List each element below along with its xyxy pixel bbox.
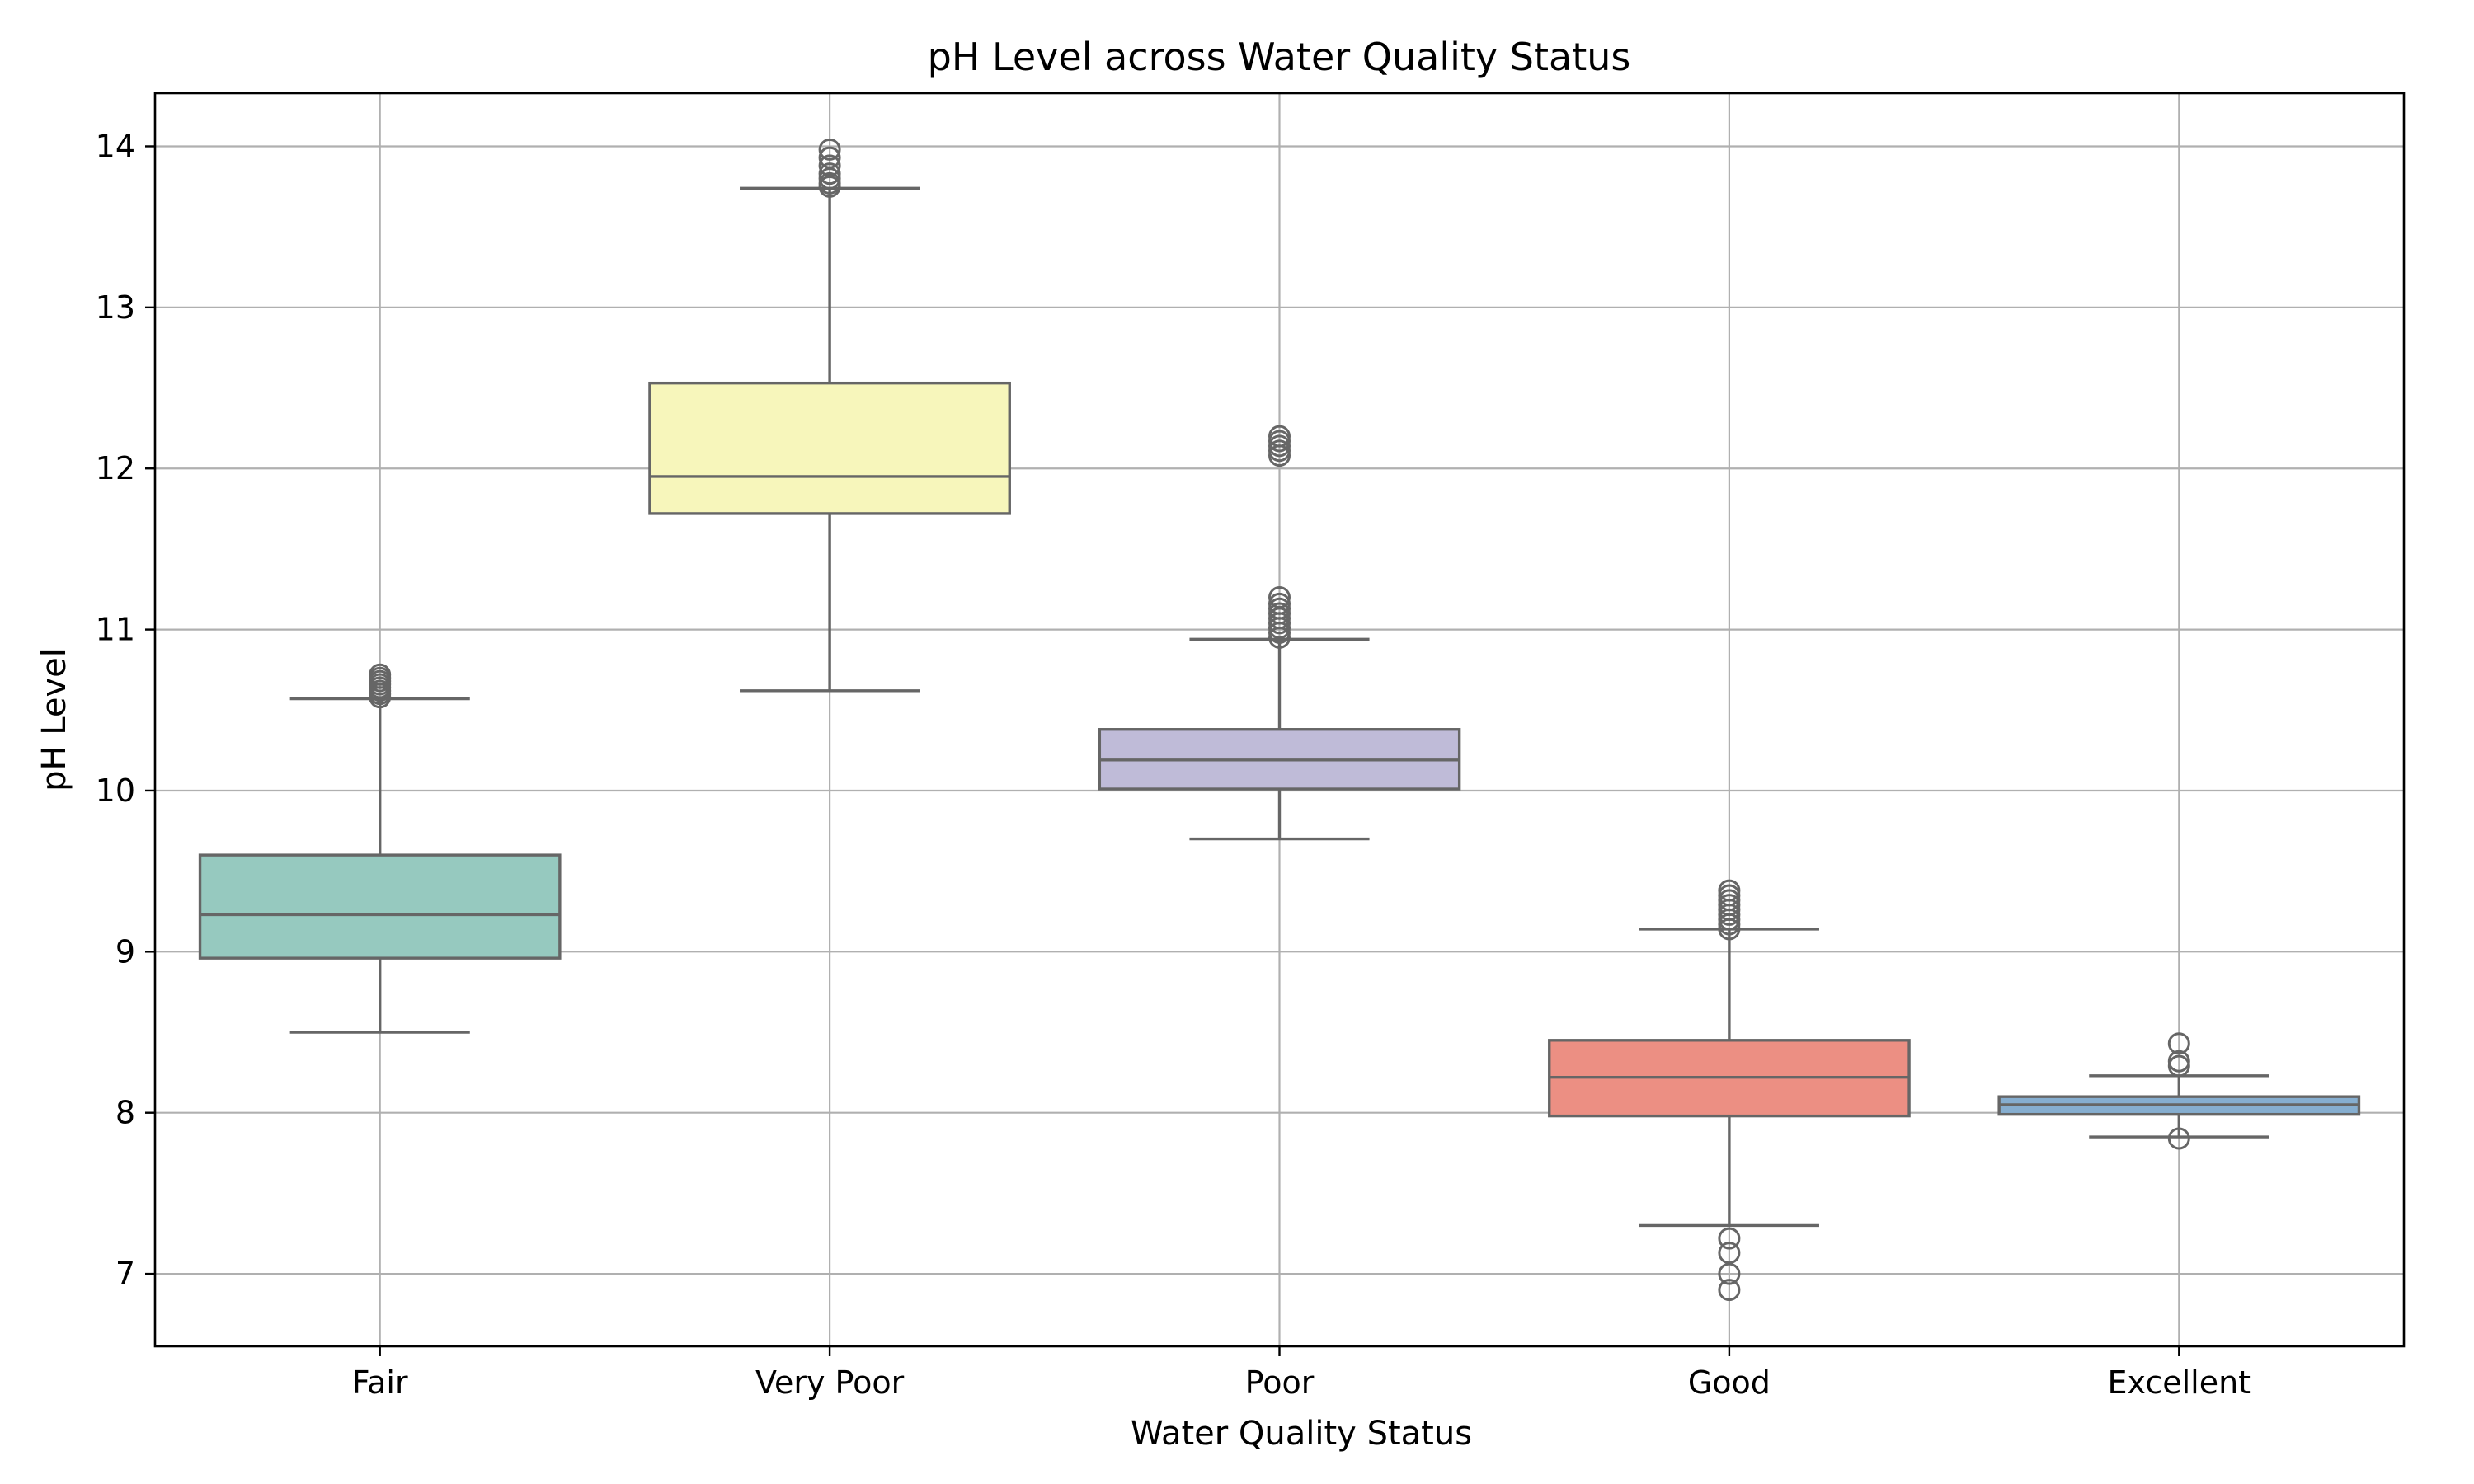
- y-tick-label: 13: [96, 289, 135, 326]
- box-good: [1548, 879, 1911, 1302]
- x-tick-label: Excellent: [2108, 1364, 2251, 1401]
- outlier-point: [1718, 1227, 1741, 1250]
- box-iqr: [198, 853, 562, 960]
- y-tick-label: 14: [96, 128, 135, 164]
- y-tick-label: 9: [115, 933, 135, 970]
- x-tick-label: Poor: [1245, 1364, 1315, 1401]
- outlier-point: [369, 663, 392, 686]
- box-iqr: [648, 381, 1011, 515]
- y-tick-label: 7: [115, 1256, 135, 1292]
- chart-title: pH Level across Water Quality Status: [928, 35, 1631, 79]
- outlier-point: [1718, 1242, 1741, 1265]
- box-poor: [1098, 425, 1461, 841]
- y-tick-label: 8: [115, 1095, 135, 1131]
- outlier-point: [2167, 1050, 2190, 1073]
- box-very-poor: [648, 138, 1011, 693]
- x-tick-label: Very Poor: [755, 1364, 905, 1401]
- outlier-point: [1718, 879, 1741, 902]
- x-axis-title: Water Quality Status: [1131, 1415, 1472, 1453]
- y-tick-label: 10: [96, 773, 135, 809]
- outlier-point: [1268, 592, 1291, 615]
- outlier-point: [818, 162, 841, 186]
- outlier-point: [818, 154, 841, 177]
- outlier-point: [1268, 586, 1291, 609]
- box-fair: [198, 663, 562, 1034]
- outlier-point: [818, 138, 841, 161]
- tick-layer: 7 8 9 10 11 12 13 14 Fair Very Poor Poor Good Excell…: [96, 128, 2251, 1401]
- y-tick-label: 12: [96, 450, 135, 486]
- outlier-point: [1718, 1279, 1741, 1302]
- x-tick-label: Good: [1688, 1364, 1771, 1401]
- x-tick-label: Fair: [352, 1364, 408, 1401]
- box-layer: [198, 138, 2361, 1302]
- outlier-point: [2167, 1127, 2190, 1150]
- outlier-point: [1268, 425, 1291, 448]
- y-tick-label: 11: [96, 612, 135, 648]
- y-axis-title: pH Level: [35, 648, 73, 791]
- outlier-point: [818, 146, 841, 169]
- box-excellent: [1997, 1032, 2361, 1150]
- outlier-point: [2167, 1032, 2190, 1055]
